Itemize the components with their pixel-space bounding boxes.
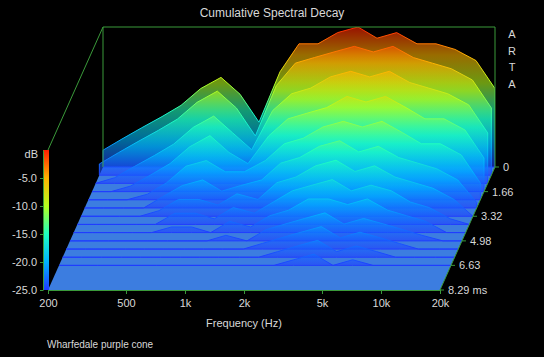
decay-slice: [74, 199, 466, 233]
x-tick: 2k: [239, 290, 251, 309]
y-tick-label: -10.0: [12, 200, 37, 212]
y-tick-label: -20.0: [12, 256, 37, 268]
y-tick-mark: [40, 234, 43, 235]
z-tick-label: 3.32: [481, 210, 502, 222]
watermark: ARTA: [508, 28, 516, 90]
x-tick-label: 500: [117, 297, 135, 309]
z-tick-mark: [451, 265, 455, 266]
decay-slice: [70, 213, 462, 241]
x-tick-label: 1k: [180, 297, 192, 309]
x-tick-mark: [244, 290, 245, 294]
decay-slice: [59, 254, 451, 265]
back-top-edge: [103, 27, 495, 28]
x-tick-label: 20k: [432, 297, 450, 309]
y-axis-title: dB: [25, 148, 38, 160]
x-tick: 500: [117, 290, 135, 309]
z-tick-mark: [495, 167, 499, 168]
x-tick-mark: [381, 290, 382, 294]
y-axis: -5.0 -10.0 -15.0 -20.0 -25.0: [12, 151, 44, 297]
y-tick-mark: [40, 262, 43, 263]
x-tick-mark: [48, 290, 49, 294]
z-axis-line: [440, 167, 495, 290]
x-tick-mark: [126, 290, 127, 294]
y-tick: -10.0: [12, 200, 43, 212]
x-tick-label: 10k: [373, 297, 391, 309]
title: Cumulative Spectral Decay: [200, 6, 345, 20]
y-tick-label: -5.0: [18, 172, 37, 184]
z-tick-mark: [462, 240, 466, 241]
decay-slice: [63, 240, 455, 257]
z-axis: 0 1.66 3.32 4.98 6.63 8.29 ms: [440, 161, 513, 296]
x-tick: 200: [39, 290, 57, 309]
y-tick: -25.0: [12, 284, 43, 296]
x-tick: 1k: [180, 290, 192, 309]
y-axis-line: [43, 151, 44, 291]
x-tick-label: 5k: [317, 297, 329, 309]
x-tick-mark: [322, 290, 323, 294]
z-tick-mark: [473, 216, 477, 217]
x-tick-mark: [185, 290, 186, 294]
y-tick-mark: [40, 206, 43, 207]
y-tick: -15.0: [12, 228, 43, 240]
z-tick-mark: [440, 290, 444, 291]
plot-area: [59, 27, 495, 265]
z-tick-label: 8.29 ms: [448, 284, 488, 296]
y-tick-mark: [40, 290, 43, 291]
color-bar: [43, 150, 49, 290]
x-tick-mark: [440, 290, 441, 294]
x-tick-label: 2k: [239, 297, 251, 309]
z-tick-mark: [484, 191, 488, 192]
x-tick: 5k: [317, 290, 329, 309]
y-tick: -20.0: [12, 256, 43, 268]
x-tick: 10k: [373, 290, 391, 309]
z-tick-label: 6.63: [459, 259, 480, 271]
y-tick-label: -15.0: [12, 228, 37, 240]
caption: Wharfedale purple cone: [47, 339, 154, 350]
decay-slice: [66, 227, 458, 249]
back-right-edge: [495, 27, 496, 167]
frame: [48, 27, 495, 290]
top-left-edge: [48, 27, 103, 150]
background: [0, 0, 544, 357]
z-tick-label: 4.98: [470, 235, 491, 247]
y-tick: -5.0: [18, 172, 43, 184]
x-axis-title: Frequency (Hz): [206, 317, 282, 329]
x-tick-label: 200: [39, 297, 57, 309]
z-tick-label: 1.66: [492, 186, 513, 198]
y-tick-mark: [40, 178, 43, 179]
x-axis: 200 500 1k 2k 5k 10k 20k: [39, 290, 450, 309]
z-tick-label: 0: [503, 161, 509, 173]
y-tick-label: -25.0: [12, 284, 37, 296]
chart: Cumulative Spectral Decay 200 500 1k 2k 5k 10k…: [0, 0, 544, 357]
back-left-edge: [103, 27, 104, 167]
